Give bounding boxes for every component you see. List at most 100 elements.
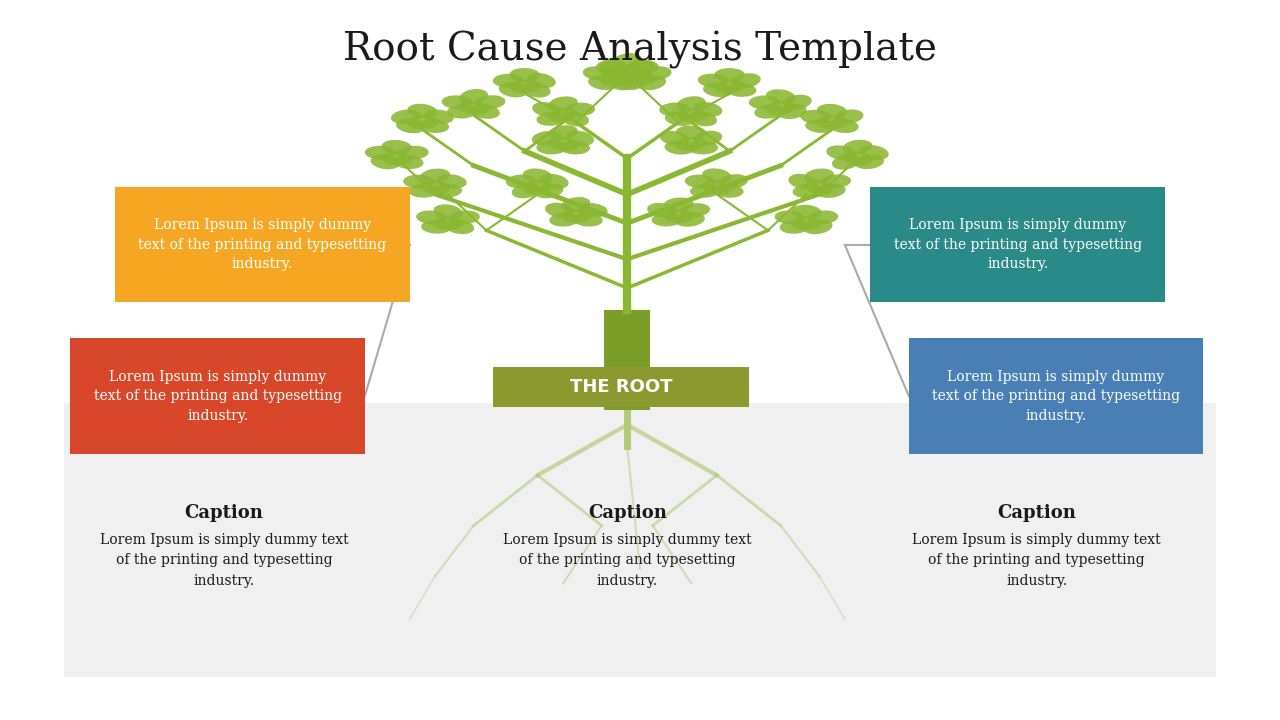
Ellipse shape [613,53,641,68]
Ellipse shape [545,203,573,217]
Ellipse shape [767,101,795,115]
Text: Caption: Caption [184,504,264,522]
Ellipse shape [676,125,707,140]
Ellipse shape [535,184,563,198]
Ellipse shape [625,72,655,86]
Ellipse shape [424,109,454,124]
Text: Lorem Ipsum is simply dummy
text of the printing and typesetting
industry.: Lorem Ipsum is simply dummy text of the … [893,218,1142,271]
Ellipse shape [381,140,412,154]
Ellipse shape [842,140,873,154]
Ellipse shape [540,174,568,189]
Ellipse shape [460,89,488,104]
Ellipse shape [600,60,628,75]
Ellipse shape [698,73,728,88]
FancyBboxPatch shape [604,310,650,410]
Ellipse shape [407,115,438,130]
Ellipse shape [549,107,577,123]
Text: Lorem Ipsum is simply dummy
text of the printing and typesetting
industry.: Lorem Ipsum is simply dummy text of the … [932,369,1180,423]
Ellipse shape [396,119,426,133]
Ellipse shape [564,102,595,117]
Ellipse shape [616,66,646,81]
Ellipse shape [548,137,579,151]
Ellipse shape [703,168,731,183]
Ellipse shape [549,125,577,140]
Ellipse shape [577,203,608,217]
Ellipse shape [788,174,817,189]
Ellipse shape [854,155,884,169]
Ellipse shape [703,83,733,97]
Text: THE ROOT: THE ROOT [570,378,672,396]
Ellipse shape [419,119,449,133]
Ellipse shape [421,220,452,234]
Text: Root Cause Analysis Template: Root Cause Analysis Template [343,32,937,69]
Ellipse shape [613,76,644,90]
Ellipse shape [754,104,785,119]
Ellipse shape [719,174,748,189]
Ellipse shape [561,111,589,127]
Ellipse shape [713,184,744,198]
Ellipse shape [774,210,805,225]
Ellipse shape [436,174,467,189]
Ellipse shape [416,210,447,225]
Ellipse shape [566,130,594,146]
Ellipse shape [582,66,613,81]
Ellipse shape [445,220,474,234]
Ellipse shape [572,212,603,227]
Ellipse shape [677,96,705,111]
Ellipse shape [588,76,618,90]
FancyBboxPatch shape [870,187,1165,302]
Ellipse shape [522,180,553,194]
Ellipse shape [608,66,639,81]
Ellipse shape [493,73,524,88]
Text: Caption: Caption [997,504,1076,522]
Ellipse shape [689,112,717,126]
Ellipse shape [626,60,654,75]
Ellipse shape [783,95,812,109]
Ellipse shape [663,209,694,223]
Ellipse shape [420,168,451,183]
FancyBboxPatch shape [493,367,749,407]
Ellipse shape [828,119,859,133]
Ellipse shape [676,108,707,122]
Ellipse shape [791,204,822,219]
Ellipse shape [612,76,640,90]
Ellipse shape [860,145,888,160]
Ellipse shape [817,104,847,118]
Ellipse shape [749,95,780,109]
Ellipse shape [664,140,695,155]
Text: Lorem Ipsum is simply dummy text
of the printing and typesetting
industry.: Lorem Ipsum is simply dummy text of the … [100,533,348,588]
Ellipse shape [522,168,553,183]
Ellipse shape [804,168,835,183]
Ellipse shape [805,180,833,194]
Ellipse shape [549,96,577,111]
Ellipse shape [509,68,540,82]
Text: Lorem Ipsum is simply dummy
text of the printing and typesetting
industry.: Lorem Ipsum is simply dummy text of the … [93,369,342,423]
Ellipse shape [527,73,556,89]
Ellipse shape [827,145,855,160]
Ellipse shape [447,104,477,119]
Ellipse shape [808,210,838,225]
Ellipse shape [780,220,810,234]
Ellipse shape [449,210,480,225]
Ellipse shape [602,68,630,83]
Ellipse shape [433,216,463,230]
Ellipse shape [778,104,806,119]
Ellipse shape [470,104,500,119]
Ellipse shape [703,180,731,194]
Ellipse shape [390,109,421,124]
Ellipse shape [805,119,836,133]
Ellipse shape [559,140,590,155]
Ellipse shape [791,216,822,230]
Ellipse shape [694,102,722,117]
FancyBboxPatch shape [909,338,1203,454]
Ellipse shape [832,154,860,170]
Ellipse shape [685,174,716,189]
Ellipse shape [732,73,760,88]
Text: Lorem Ipsum is simply dummy text
of the printing and typesetting
industry.: Lorem Ipsum is simply dummy text of the … [913,533,1161,588]
Ellipse shape [800,109,831,124]
Ellipse shape [842,151,873,166]
Ellipse shape [765,89,796,104]
Ellipse shape [664,112,695,126]
FancyBboxPatch shape [70,338,365,454]
Text: Lorem Ipsum is simply dummy
text of the printing and typesetting
industry.: Lorem Ipsum is simply dummy text of the … [138,218,387,271]
